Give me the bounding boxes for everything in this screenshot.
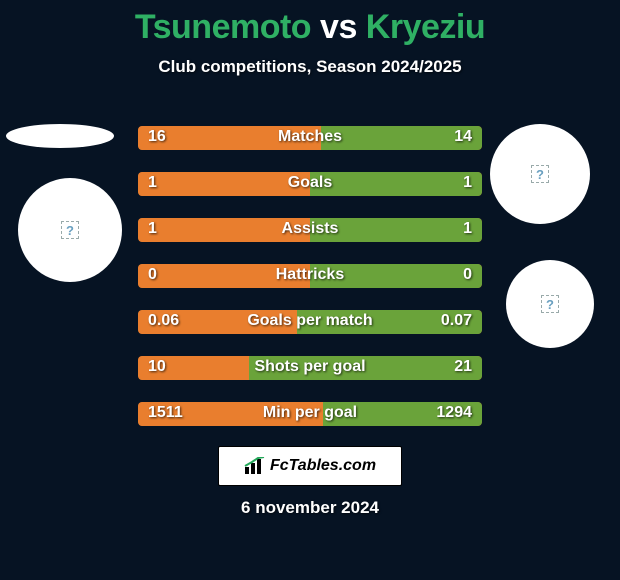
avatar-left: ?: [18, 178, 122, 282]
placeholder-icon: ?: [541, 295, 559, 313]
subtitle: Club competitions, Season 2024/2025: [0, 57, 620, 77]
footer-badge-text: FcTables.com: [270, 457, 376, 475]
stat-label: Hattricks: [138, 266, 482, 284]
avatar-right-1: ?: [490, 124, 590, 224]
footer-date: 6 november 2024: [0, 498, 620, 518]
stat-label: Assists: [138, 220, 482, 238]
avatar-right-2: ?: [506, 260, 594, 348]
stat-label: Matches: [138, 128, 482, 146]
page-root: Tsunemoto vs Kryeziu Club competitions, …: [0, 0, 620, 580]
stat-bar: 11Assists: [138, 218, 482, 242]
stat-bar: 1614Matches: [138, 126, 482, 150]
chart-icon: [244, 457, 266, 475]
stat-bar: 1021Shots per goal: [138, 356, 482, 380]
stat-bar: 0.060.07Goals per match: [138, 310, 482, 334]
footer-badge[interactable]: FcTables.com: [218, 446, 402, 486]
stat-label: Goals: [138, 174, 482, 192]
title-player-right: Kryeziu: [366, 8, 485, 46]
stat-bar: 15111294Min per goal: [138, 402, 482, 426]
placeholder-icon: ?: [531, 165, 549, 183]
title-player-left: Tsunemoto: [135, 8, 311, 46]
stat-bar: 00Hattricks: [138, 264, 482, 288]
title-vs: vs: [320, 8, 366, 46]
page-title: Tsunemoto vs Kryeziu: [0, 0, 620, 47]
stat-label: Goals per match: [138, 312, 482, 330]
stat-bar: 11Goals: [138, 172, 482, 196]
stat-label: Min per goal: [138, 404, 482, 422]
stat-label: Shots per goal: [138, 358, 482, 376]
placeholder-icon: ?: [61, 221, 79, 239]
ellipse-left: [6, 124, 114, 148]
stat-bars: 1614Matches 11Goals 11Assists 00Hattricks 0.…: [138, 126, 482, 448]
